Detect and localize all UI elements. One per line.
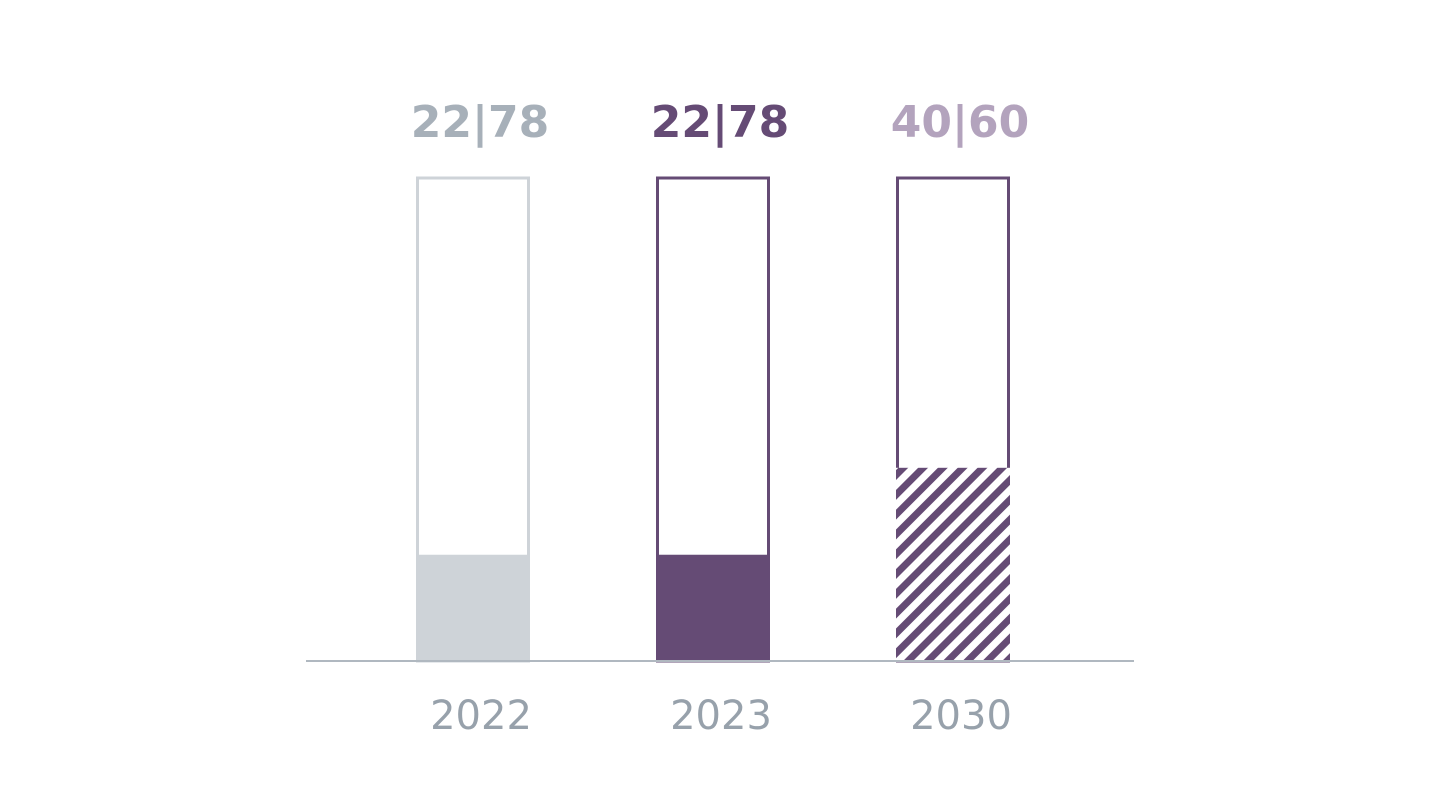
value-label-2022: 22|78 [411,97,550,148]
category-label-2023: 2023 [670,693,772,739]
labels-layer: 22|78 2022 22|78 2023 40|60 2030 [411,97,1030,739]
bars-layer [416,176,1010,663]
value-label-2023: 22|78 [651,97,790,148]
category-label-2022: 2022 [430,693,532,739]
bar-2023 [656,554,770,661]
value-label-2030: 40|60 [891,97,1030,148]
bar-2030 [896,467,1010,661]
bar-2022 [416,554,530,661]
category-label-2030: 2030 [910,693,1012,739]
